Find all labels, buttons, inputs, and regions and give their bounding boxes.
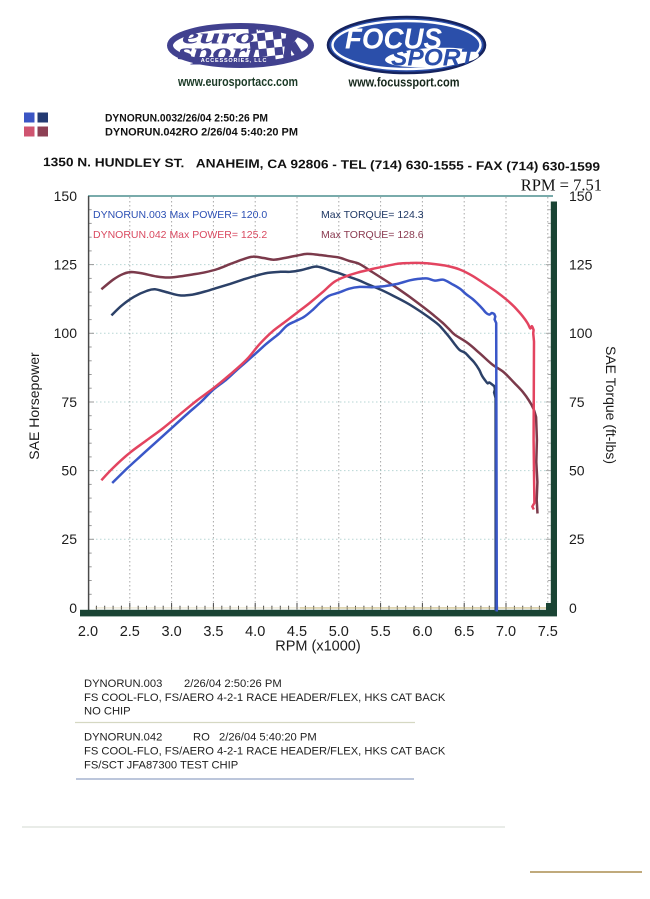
svg-text:ACCESSORIES, LLC: ACCESSORIES, LLC (201, 58, 268, 64)
svg-text:2/26/04 2:50:26 PM: 2/26/04 2:50:26 PM (184, 678, 282, 690)
svg-text:FS COOL-FLO, FS/AERO 4-2-1 RAC: FS COOL-FLO, FS/AERO 4-2-1 RACE HEADER/F… (84, 692, 446, 704)
svg-text:25: 25 (61, 531, 77, 547)
svg-text:DYNORUN.003: DYNORUN.003 (84, 678, 162, 690)
svg-text:www.eurosportacc.com: www.eurosportacc.com (177, 75, 298, 89)
svg-text:5.0: 5.0 (329, 624, 349, 640)
svg-text:75: 75 (61, 394, 77, 410)
svg-text:100: 100 (569, 325, 593, 341)
svg-text:6.5: 6.5 (454, 624, 474, 640)
svg-text:RPM (x1000): RPM (x1000) (275, 639, 360, 655)
svg-text:50: 50 (61, 462, 77, 478)
svg-text:NO CHIP: NO CHIP (84, 706, 131, 718)
svg-text:RO: RO (193, 732, 210, 744)
svg-text:6.0: 6.0 (412, 624, 432, 640)
svg-text:Max TORQUE= 124.3: Max TORQUE= 124.3 (321, 209, 424, 221)
svg-text:3.5: 3.5 (203, 624, 223, 640)
svg-text:DYNORUN.042: DYNORUN.042 (84, 732, 162, 744)
svg-text:DYNORUN.003 Max POWER= 120.0: DYNORUN.003 Max POWER= 120.0 (93, 209, 267, 221)
svg-text:125: 125 (569, 256, 593, 272)
svg-text:2.5: 2.5 (120, 624, 140, 640)
svg-text:125: 125 (54, 256, 78, 272)
svg-text:FS/SCT JFA87300 TEST CHIP: FS/SCT JFA87300 TEST CHIP (84, 760, 238, 772)
svg-text:5.5: 5.5 (371, 624, 391, 640)
svg-text:DYNORUN.042 Max POWER= 125.2: DYNORUN.042 Max POWER= 125.2 (93, 229, 267, 241)
svg-text:2/26/04 5:40:20 PM: 2/26/04 5:40:20 PM (219, 732, 317, 744)
svg-text:RPM = 7.51: RPM = 7.51 (521, 176, 602, 195)
svg-text:7.0: 7.0 (496, 624, 516, 640)
svg-text:150: 150 (54, 188, 78, 204)
svg-text:TM: TM (254, 27, 263, 33)
svg-text:150: 150 (569, 188, 593, 204)
svg-text:Max TORQUE= 128.6: Max TORQUE= 128.6 (321, 229, 424, 241)
svg-text:7.5: 7.5 (538, 624, 558, 640)
svg-text:1350 N. HUNDLEY ST. ANAHEIM,: 1350 N. HUNDLEY ST. ANAHEIM, CA 92806 - … (43, 155, 600, 174)
svg-text:25: 25 (569, 531, 585, 547)
svg-text:4.5: 4.5 (287, 624, 307, 640)
svg-text:FS COOL-FLO, FS/AERO 4-2-1 RAC: FS COOL-FLO, FS/AERO 4-2-1 RACE HEADER/F… (84, 746, 446, 758)
svg-text:euro: euro (182, 24, 255, 49)
svg-text:2.0: 2.0 (78, 624, 98, 640)
svg-text:3.0: 3.0 (162, 624, 182, 640)
svg-text:100: 100 (54, 325, 78, 341)
svg-text:DYNORUN.042RO 2/26/04 5:40:20: DYNORUN.042RO 2/26/04 5:40:20 PM (105, 127, 298, 139)
svg-text:75: 75 (569, 394, 585, 410)
svg-text:SAE Torque (ft-lbs): SAE Torque (ft-lbs) (603, 346, 619, 464)
svg-text:50: 50 (569, 462, 585, 478)
svg-text:0: 0 (569, 600, 577, 616)
svg-text:DYNORUN.0032/26/04 2:50:26 PM: DYNORUN.0032/26/04 2:50:26 PM (105, 113, 268, 125)
svg-text:SAE Horsepower: SAE Horsepower (26, 352, 42, 460)
svg-text:www.focussport.com: www.focussport.com (348, 76, 460, 90)
svg-text:4.0: 4.0 (245, 624, 265, 640)
svg-text:0: 0 (69, 600, 77, 616)
